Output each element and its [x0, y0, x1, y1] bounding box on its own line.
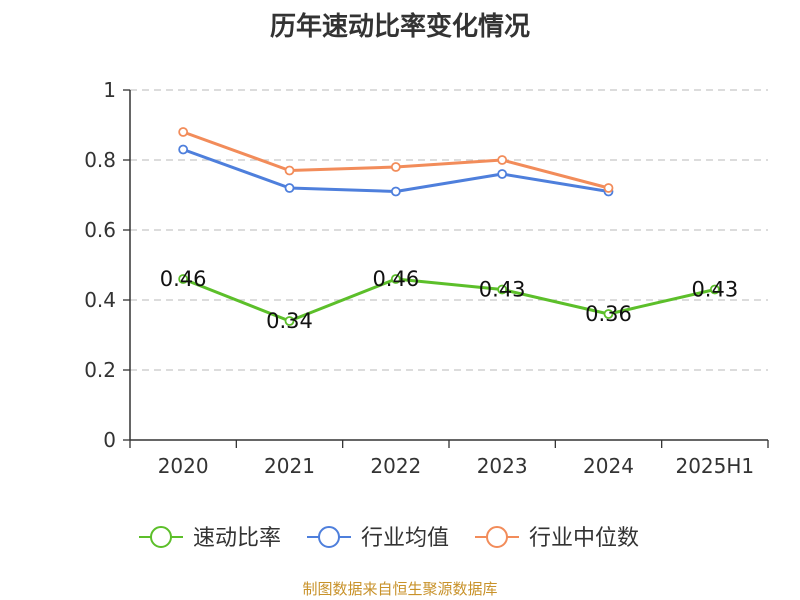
data-point	[178, 144, 189, 155]
legend-marker	[486, 526, 508, 548]
legend-item-2: 行业中位数	[475, 526, 639, 551]
legend-label: 速动比率	[193, 526, 281, 551]
y-tick-label: 0.8	[84, 148, 116, 172]
data-point	[497, 169, 508, 179]
data-point	[497, 284, 508, 295]
x-tick-label: 2024	[583, 454, 634, 478]
x-tick-label: 2020	[158, 454, 209, 478]
x-tick-label: 2023	[477, 454, 528, 478]
series-lines	[178, 127, 720, 326]
legend-label: 行业均值	[361, 526, 449, 551]
x-tick-label: 2022	[370, 454, 421, 478]
x-tick-label: 2021	[264, 454, 315, 478]
data-label: 0.46	[160, 267, 207, 291]
legend-marker	[150, 526, 172, 548]
data-point	[178, 274, 189, 284]
legend-item-0: 速动比率	[139, 526, 281, 551]
data-point	[497, 155, 508, 165]
legend-item-1: 行业均值	[307, 526, 449, 551]
data-label: 0.36	[585, 302, 632, 326]
y-tick-label: 0.2	[84, 358, 116, 382]
data-point	[390, 162, 401, 172]
series-0	[178, 274, 720, 326]
grid-lines	[130, 89, 768, 371]
data-point	[390, 186, 401, 197]
legend: 速动比率 行业均值 行业中位数	[139, 526, 639, 551]
data-point	[390, 274, 401, 284]
data-point	[709, 284, 720, 295]
legend-marker	[318, 526, 340, 548]
legend-label: 行业中位数	[529, 526, 639, 551]
data-point	[284, 183, 295, 193]
axes: 0 0.2 0.4 0.6 0.8 1 2020 2021 2022 2023 2024 2025H1	[84, 78, 769, 478]
series-2	[178, 127, 614, 193]
data-label: 0.46	[372, 267, 419, 291]
data-point	[603, 183, 614, 193]
data-point	[178, 127, 189, 137]
y-tick-label: 0.6	[84, 218, 116, 242]
source-note: 制图数据来自恒生聚源数据库	[302, 580, 498, 598]
data-label: 0.43	[691, 278, 738, 302]
data-labels: 0.46 0.34 0.46 0.43 0.36 0.43	[160, 267, 738, 333]
y-tick-label: 1	[103, 78, 116, 102]
x-tick-label: 2025H1	[675, 454, 754, 478]
y-tick-label: 0	[103, 428, 116, 452]
data-point	[284, 165, 295, 176]
data-label: 0.43	[479, 278, 526, 302]
series-line	[182, 277, 716, 323]
chart-title: 历年速动比率变化情况	[269, 12, 530, 42]
data-point	[284, 316, 295, 326]
y-tick-label: 0.4	[84, 288, 116, 312]
data-label: 0.34	[266, 309, 313, 333]
data-point	[603, 309, 614, 319]
